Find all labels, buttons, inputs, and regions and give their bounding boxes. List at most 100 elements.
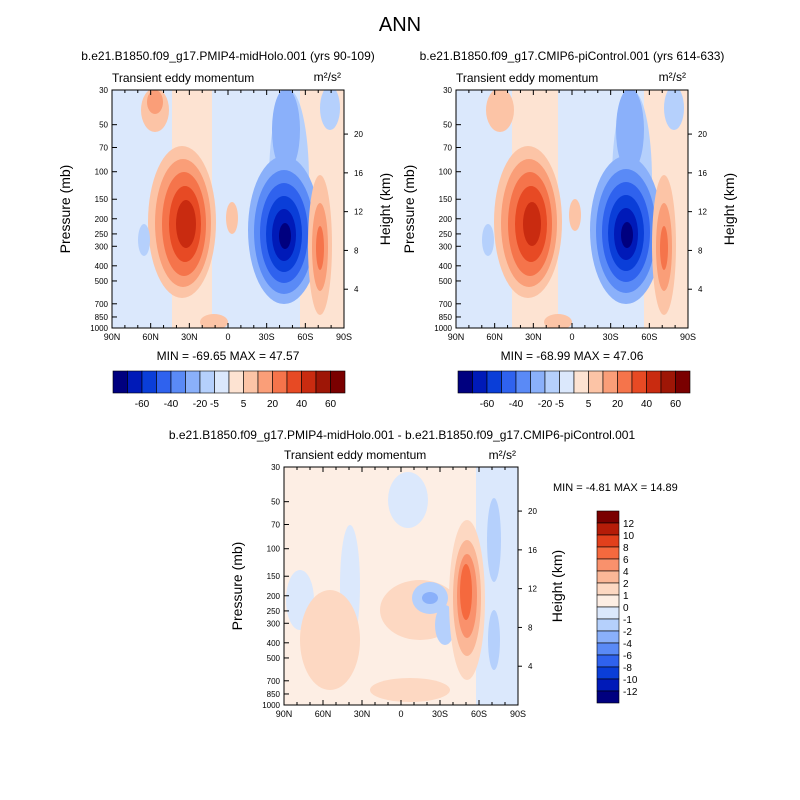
panel-picontrol-field xyxy=(456,90,688,328)
colorbar-label: 40 xyxy=(296,399,308,410)
panel-picontrol-case-title: b.e21.B1850.f09_g17.CMIP6-piControl.001 … xyxy=(420,49,725,63)
colorbar-box xyxy=(660,370,676,394)
colorbar-box xyxy=(472,370,488,394)
height-tick-label: 16 xyxy=(528,546,537,555)
colorbar-label: -4 xyxy=(623,639,632,650)
height-tick-label: 20 xyxy=(354,130,363,139)
colorbar-label: 4 xyxy=(623,567,629,578)
pressure-tick-label: 300 xyxy=(439,242,453,251)
height-tick-label: 20 xyxy=(528,507,537,516)
colorbar-box xyxy=(596,534,620,548)
x-tick-label: 30N xyxy=(354,709,371,719)
panel-midholo-ylabel-left: Pressure (mb) xyxy=(57,165,73,254)
colorbar-box xyxy=(286,370,302,394)
x-tick-label: 60S xyxy=(641,332,657,342)
colorbar-label: -8 xyxy=(623,663,632,674)
height-tick-label: 4 xyxy=(354,285,359,294)
pressure-tick-label: 100 xyxy=(95,168,109,177)
pressure-tick-label: 850 xyxy=(267,690,281,699)
colorbar-box xyxy=(127,370,143,394)
colorbar-label: 5 xyxy=(586,399,592,410)
height-tick-label: 12 xyxy=(698,208,707,217)
colorbar-label: -12 xyxy=(623,687,638,698)
colorbar-box xyxy=(141,370,157,394)
x-tick-label: 0 xyxy=(398,709,403,719)
colorbar-box xyxy=(457,370,473,394)
colorbar-label: 20 xyxy=(612,399,624,410)
colorbar-label: 8 xyxy=(623,543,629,554)
colorbar-label: -5 xyxy=(555,399,564,410)
pressure-tick-label: 250 xyxy=(95,230,109,239)
colorbar-box xyxy=(486,370,502,394)
colorbar-box xyxy=(675,370,691,394)
colorbar-label: 60 xyxy=(670,399,682,410)
colorbar-label: 1 xyxy=(623,591,629,602)
x-tick-label: 0 xyxy=(225,332,230,342)
colorbar-label: -6 xyxy=(623,651,632,662)
colorbar-box xyxy=(596,678,620,692)
x-tick-label: 30S xyxy=(432,709,448,719)
panel-midholo-field xyxy=(112,90,344,328)
colorbar-box xyxy=(596,642,620,656)
panel-midholo-variable: Transient eddy momentum xyxy=(112,71,254,85)
colorbar-box xyxy=(596,570,620,584)
pressure-tick-label: 30 xyxy=(443,86,452,95)
pressure-tick-label: 500 xyxy=(439,277,453,286)
colorbar-box xyxy=(185,370,201,394)
colorbar-box xyxy=(596,522,620,536)
height-tick-label: 16 xyxy=(354,169,363,178)
x-tick-label: 30N xyxy=(525,332,542,342)
colorbar-label: -40 xyxy=(164,399,179,410)
panel-difference-ylabel-left: Pressure (mb) xyxy=(229,542,245,631)
colorbar-label: -5 xyxy=(210,399,219,410)
colorbar-box xyxy=(301,370,317,394)
colorbar-box xyxy=(330,370,346,394)
pressure-tick-label: 150 xyxy=(95,195,109,204)
panel-picontrol: b.e21.B1850.f09_g17.CMIP6-piControl.001 … xyxy=(401,49,737,363)
height-tick-label: 16 xyxy=(698,169,707,178)
panel-difference-units: m²/s² xyxy=(489,448,516,462)
colorbar-box xyxy=(573,370,589,394)
colorbar-label: 60 xyxy=(325,399,337,410)
pressure-tick-label: 400 xyxy=(95,262,109,271)
colorbar-box xyxy=(596,510,620,524)
colorbar-box xyxy=(596,606,620,620)
pressure-tick-label: 500 xyxy=(95,277,109,286)
panel-midholo-axes: 90N 60N 30N 0 30S 60S 90S 30 50 70 100 150 200 250 300… xyxy=(90,86,363,342)
colorbar-label: 2 xyxy=(623,579,629,590)
colorbar-box xyxy=(596,594,620,608)
height-tick-label: 4 xyxy=(528,662,533,671)
colorbar-label: -60 xyxy=(480,399,495,410)
colorbar-label: 12 xyxy=(623,519,635,530)
panel-midholo-units: m²/s² xyxy=(314,70,341,84)
colorbar-label: 20 xyxy=(267,399,279,410)
pressure-tick-label: 100 xyxy=(439,168,453,177)
panel-picontrol-units: m²/s² xyxy=(659,70,686,84)
panel-difference-ylabel-right: Height (km) xyxy=(549,550,565,622)
colorbar-box xyxy=(112,370,128,394)
panel-difference-field xyxy=(284,467,518,705)
panel-midholo-stats: MIN = -69.65 MAX = 47.57 xyxy=(157,349,300,363)
pressure-tick-label: 70 xyxy=(99,144,108,153)
height-tick-label: 4 xyxy=(698,285,703,294)
panel-difference-case-title: b.e21.B1850.f09_g17.PMIP4-midHolo.001 - … xyxy=(169,428,636,442)
panel-difference: b.e21.B1850.f09_g17.PMIP4-midHolo.001 - … xyxy=(169,428,678,719)
pressure-tick-label: 30 xyxy=(271,463,280,472)
pressure-tick-label: 300 xyxy=(267,619,281,628)
colorbar-picontrol: -60 -40 -20 -5 5 20 40 60 xyxy=(457,370,691,410)
pressure-tick-label: 250 xyxy=(439,230,453,239)
colorbar-box xyxy=(596,654,620,668)
colorbar-label: 6 xyxy=(623,555,629,566)
pressure-tick-label: 400 xyxy=(267,639,281,648)
x-tick-label: 90S xyxy=(680,332,696,342)
x-tick-label: 90S xyxy=(336,332,352,342)
x-tick-label: 30N xyxy=(181,332,198,342)
panel-midholo-ylabel-right: Height (km) xyxy=(377,173,393,245)
height-tick-label: 12 xyxy=(354,208,363,217)
panel-picontrol-ylabel-right: Height (km) xyxy=(721,173,737,245)
colorbar-box xyxy=(596,558,620,572)
x-tick-label: 90N xyxy=(276,709,293,719)
panel-picontrol-ylabel-left: Pressure (mb) xyxy=(401,165,417,254)
colorbar-box xyxy=(559,370,575,394)
